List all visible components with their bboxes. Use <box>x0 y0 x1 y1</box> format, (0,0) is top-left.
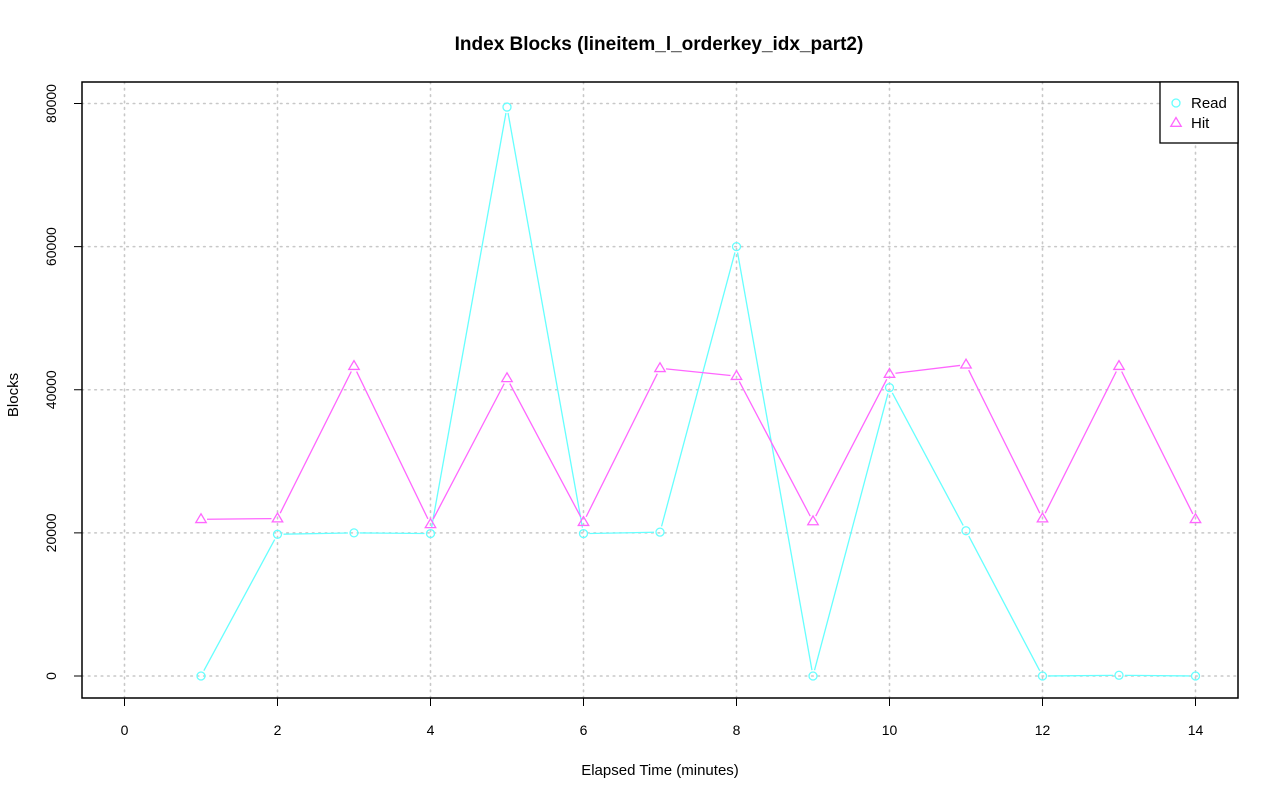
legend-label-hit: Hit <box>1191 115 1210 132</box>
y-tick-label: 0 <box>43 672 59 680</box>
series-read <box>196 102 1201 681</box>
y-tick-label: 40000 <box>43 370 59 409</box>
data-point-read <box>349 528 359 538</box>
y-axis-label: Blocks <box>5 373 22 417</box>
data-point-read <box>961 526 971 536</box>
series-segment <box>507 112 584 528</box>
series-segment <box>813 393 889 671</box>
data-point-hit <box>194 512 208 524</box>
data-point-hit <box>1189 512 1202 524</box>
series-segment <box>1044 371 1117 514</box>
data-point-read <box>808 671 818 681</box>
y-tick-label: 20000 <box>43 513 59 552</box>
data-point-hit <box>1112 359 1126 371</box>
series-segment <box>430 112 507 528</box>
data-point-read <box>655 527 665 537</box>
series-segment <box>1124 674 1190 677</box>
data-point-read <box>1037 671 1048 681</box>
y-axis: 0 20000 40000 60000 80000 <box>43 84 82 680</box>
data-point-hit <box>653 361 667 373</box>
data-point-hit <box>500 371 514 383</box>
series-segment <box>206 517 272 520</box>
series-segment <box>738 381 811 517</box>
series-segment <box>660 252 736 527</box>
data-point-hit <box>347 359 361 371</box>
series-layer <box>194 102 1202 681</box>
series-segment <box>585 373 658 518</box>
series-segment <box>968 535 1041 671</box>
series-hit <box>194 357 1202 529</box>
data-point-hit <box>959 357 973 369</box>
data-point-read <box>578 528 589 539</box>
x-tick-label: 8 <box>733 722 741 738</box>
x-axis-label: Elapsed Time (minutes) <box>581 762 739 779</box>
data-point-read <box>1190 671 1201 681</box>
data-point-read <box>1114 670 1124 680</box>
legend-marker-read <box>1171 98 1181 108</box>
series-segment <box>509 383 582 518</box>
x-tick-label: 2 <box>274 722 282 738</box>
data-point-hit <box>730 369 743 381</box>
chart-title: Index Blocks (lineitem_l_orderkey_idx_pa… <box>455 34 864 55</box>
series-segment <box>736 252 813 671</box>
data-point-read <box>731 241 742 252</box>
data-point-read <box>425 528 436 539</box>
data-point-hit <box>271 511 284 523</box>
grid <box>81 81 1239 699</box>
series-segment <box>432 383 505 520</box>
x-axis: 0 2 4 6 8 10 12 14 <box>121 698 1204 738</box>
x-tick-label: 0 <box>121 722 129 738</box>
data-point-read <box>502 102 512 112</box>
series-segment <box>665 368 731 377</box>
legend-label-read: Read <box>1191 95 1227 112</box>
data-point-read <box>884 382 895 393</box>
data-point-read <box>272 529 283 539</box>
legend-marker-hit <box>1169 116 1183 127</box>
series-segment <box>356 371 429 520</box>
x-tick-label: 6 <box>580 722 588 738</box>
series-segment <box>283 532 349 535</box>
series-segment <box>968 369 1041 514</box>
data-point-read <box>196 671 206 681</box>
x-tick-label: 4 <box>427 722 435 738</box>
series-segment <box>1121 371 1194 515</box>
series-segment <box>815 379 888 517</box>
data-point-hit <box>806 514 820 526</box>
series-segment <box>1048 674 1114 677</box>
data-point-hit <box>883 367 896 378</box>
x-tick-label: 10 <box>882 722 898 738</box>
series-segment <box>589 531 655 535</box>
legend: Read Hit <box>1159 81 1239 144</box>
y-tick-label: 60000 <box>43 227 59 266</box>
x-tick-label: 12 <box>1035 722 1051 738</box>
data-point-hit <box>577 515 590 527</box>
series-segment <box>203 539 276 672</box>
x-tick-label: 14 <box>1188 722 1204 738</box>
data-point-hit <box>424 517 437 529</box>
legend-box <box>1159 81 1239 144</box>
series-segment <box>891 392 964 526</box>
series-segment <box>279 371 352 514</box>
data-point-hit <box>1036 511 1049 523</box>
series-segment <box>895 364 961 374</box>
series-segment <box>359 532 425 535</box>
y-tick-label: 80000 <box>43 84 59 123</box>
